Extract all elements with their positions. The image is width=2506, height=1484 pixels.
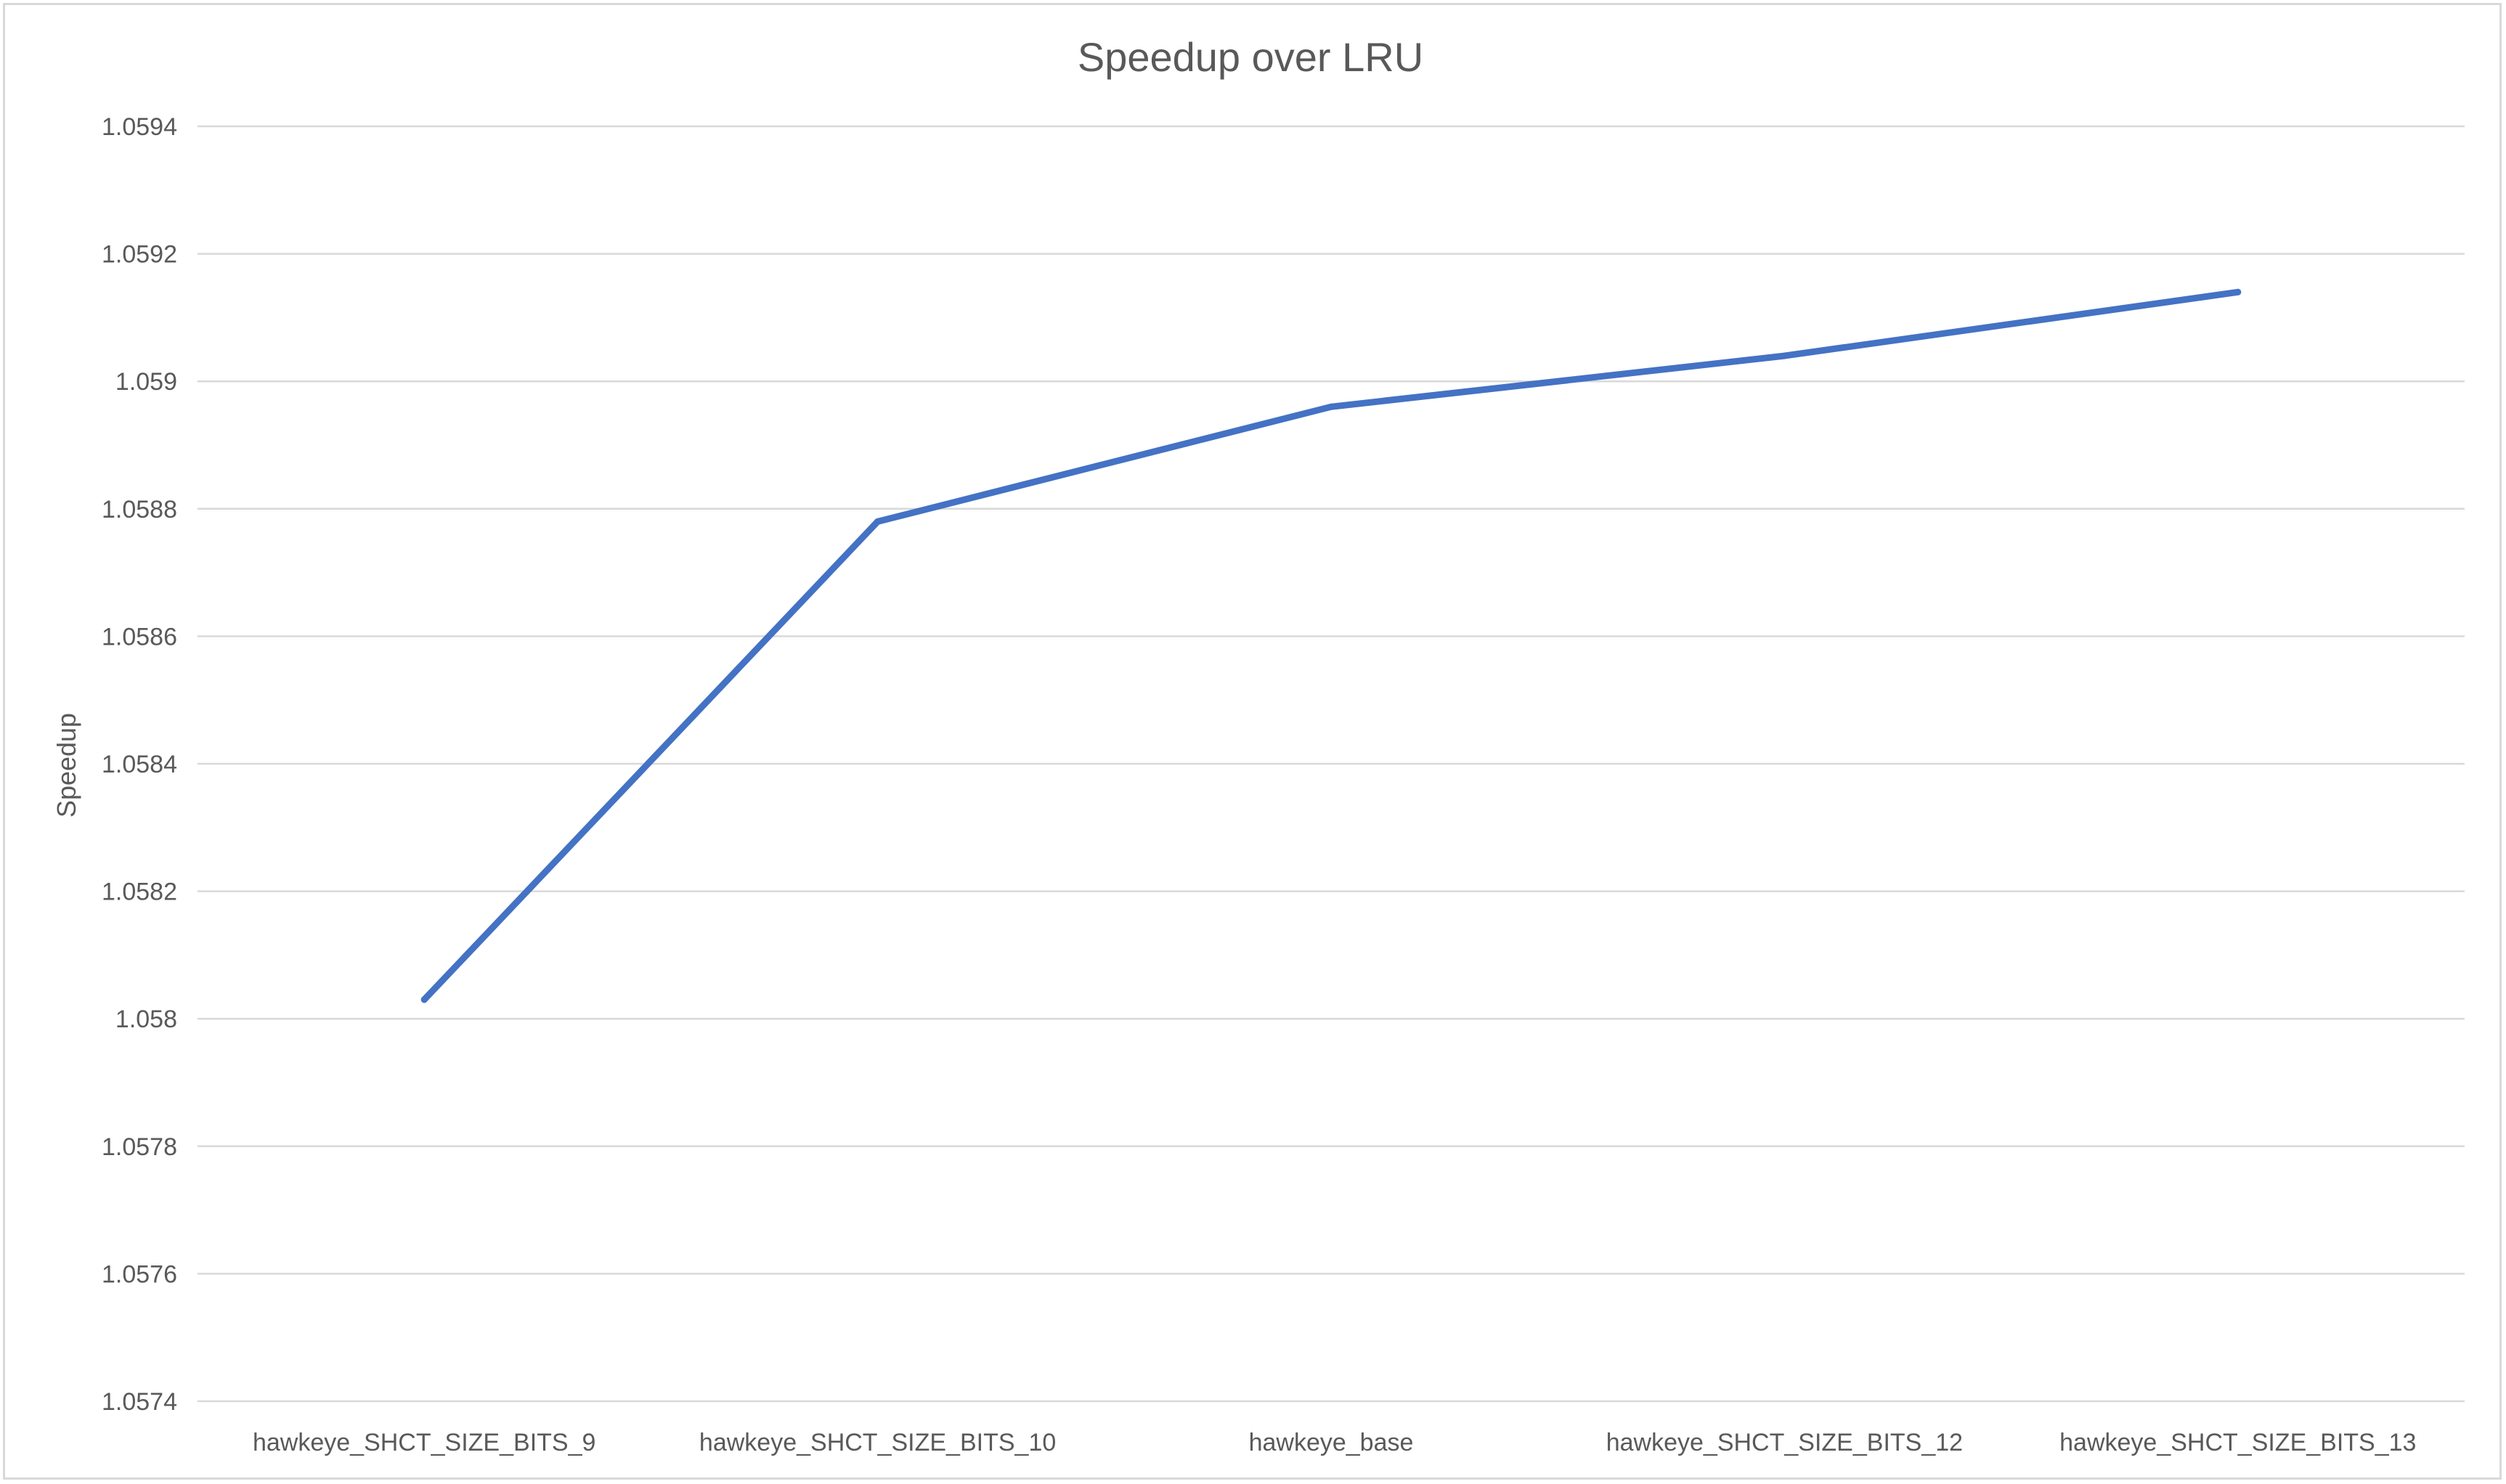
gridlines (198, 125, 2465, 1403)
y-tick-label: 1.058 (115, 1006, 177, 1033)
x-tick-label: hawkeye_SHCT_SIZE_BITS_9 (253, 1429, 595, 1456)
x-tick-label: hawkeye_SHCT_SIZE_BITS_12 (1606, 1429, 1963, 1456)
data-point (874, 518, 882, 525)
data-point (2234, 288, 2242, 295)
y-axis-ticks: 1.0574 1.0576 1.0578 1.058 1.0582 1.0584 1.058… (102, 113, 177, 1416)
y-tick-label: 1.059 (115, 368, 177, 396)
x-tick-label: hawkeye_base (1249, 1429, 1414, 1456)
data-point (1781, 352, 1788, 359)
y-tick-label: 1.0576 (102, 1260, 177, 1288)
chart-title: Speedup over LRU (1078, 34, 1423, 80)
x-tick-label: hawkeye_SHCT_SIZE_BITS_13 (2059, 1429, 2416, 1456)
series-layer (420, 288, 2242, 1003)
y-tick-label: 1.0586 (102, 623, 177, 651)
y-tick-label: 1.0592 (102, 241, 177, 269)
y-tick-label: 1.0588 (102, 496, 177, 523)
y-tick-label: 1.0574 (102, 1388, 177, 1416)
y-tick-label: 1.0584 (102, 751, 177, 778)
y-tick-label: 1.0578 (102, 1133, 177, 1161)
chart-frame (3, 3, 2502, 1480)
x-axis-ticks: hawkeye_SHCT_SIZE_BITS_9 hawkeye_SHCT_SIZ… (253, 1429, 2416, 1456)
y-axis-title: Speedup (52, 713, 81, 818)
series-line (420, 288, 2242, 1003)
y-tick-label: 1.0582 (102, 878, 177, 906)
data-point (420, 996, 428, 1003)
x-tick-label: hawkeye_SHCT_SIZE_BITS_10 (699, 1429, 1056, 1456)
y-tick-label: 1.0594 (102, 113, 177, 141)
data-point (1327, 403, 1335, 410)
